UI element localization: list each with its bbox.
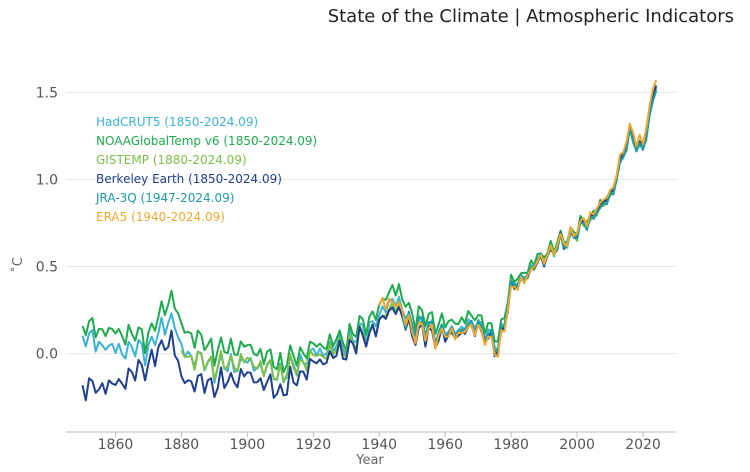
series-line-2: [180, 86, 658, 382]
y-tick-label: 0.5: [36, 260, 58, 276]
x-tick-label: 1900: [230, 437, 266, 453]
x-tick-label: 1940: [361, 437, 397, 453]
x-tick-label: 1860: [98, 437, 134, 453]
y-tick-labels: 0.0 0.5 1.0 1.5: [36, 85, 58, 362]
legend-entry-3: Berkeley Earth (1850-2024.09): [96, 172, 282, 186]
x-tick-labels: 1860 1880 1900 1920 1940 1960 1980 2000 2020: [98, 432, 661, 453]
x-tick-label: 2020: [625, 437, 661, 453]
x-tick-label: 1920: [295, 437, 331, 453]
legend: HadCRUT5 (1850-2024.09) NOAAGlobalTemp v6…: [95, 115, 317, 224]
y-tick-label: 0.0: [36, 347, 58, 363]
x-tick-label: 1960: [427, 437, 463, 453]
gridlines: [66, 91, 676, 355]
x-tick-label: 2000: [559, 437, 595, 453]
legend-entry-2: GISTEMP (1880-2024.09): [96, 153, 247, 167]
legend-entry-5: ERA5 (1940-2024.09): [96, 210, 225, 224]
page-title: State of the Climate | Atmospheric Indic…: [327, 6, 734, 27]
series-line-3: [81, 85, 658, 402]
legend-entry-0: HadCRUT5 (1850-2024.09): [96, 115, 258, 129]
y-axis-title: ˚C: [10, 257, 26, 273]
series-line-1: [81, 86, 658, 374]
series-lines: [81, 79, 658, 402]
x-axis-title: Year: [355, 453, 384, 468]
x-tick-label: 1980: [493, 437, 529, 453]
y-tick-label: 1.0: [36, 172, 58, 188]
series-line-4: [401, 90, 658, 353]
series-line-5: [378, 79, 658, 358]
x-tick-label: 1880: [164, 437, 200, 453]
y-tick-label: 1.5: [36, 85, 58, 101]
legend-entry-4: JRA-3Q (1947-2024.09): [95, 191, 234, 205]
legend-entry-1: NOAAGlobalTemp v6 (1850-2024.09): [96, 134, 317, 148]
